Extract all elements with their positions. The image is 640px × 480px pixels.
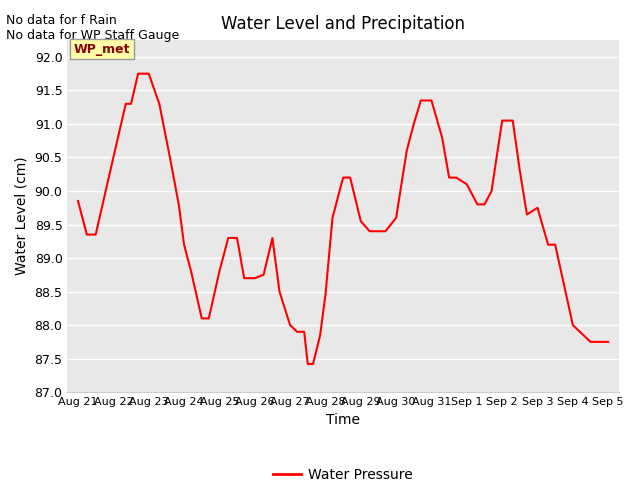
Text: No data for f Rain
No data for WP Staff Gauge: No data for f Rain No data for WP Staff … (6, 14, 180, 42)
Legend: Water Pressure: Water Pressure (268, 463, 419, 480)
X-axis label: Time: Time (326, 413, 360, 427)
Y-axis label: Water Level (cm): Water Level (cm) (15, 157, 29, 276)
Text: WP_met: WP_met (74, 43, 131, 56)
Title: Water Level and Precipitation: Water Level and Precipitation (221, 15, 465, 33)
